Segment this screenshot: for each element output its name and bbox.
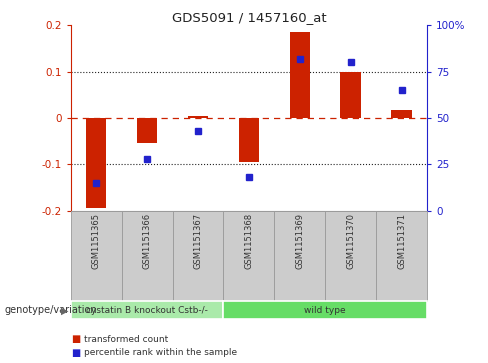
Bar <box>173 211 224 301</box>
Bar <box>71 211 122 301</box>
Bar <box>137 118 157 143</box>
Text: GSM1151370: GSM1151370 <box>346 213 355 269</box>
Text: GSM1151369: GSM1151369 <box>295 213 305 269</box>
Bar <box>188 116 208 118</box>
Text: GSM1151371: GSM1151371 <box>397 213 406 269</box>
Title: GDS5091 / 1457160_at: GDS5091 / 1457160_at <box>172 11 326 24</box>
Text: ■: ■ <box>71 348 80 358</box>
Bar <box>86 118 106 208</box>
Bar <box>274 211 325 301</box>
Text: cystatin B knockout Cstb-/-: cystatin B knockout Cstb-/- <box>86 306 208 315</box>
Text: transformed count: transformed count <box>84 335 169 344</box>
Text: GSM1151368: GSM1151368 <box>244 213 253 269</box>
Bar <box>391 110 412 118</box>
Bar <box>224 301 427 319</box>
Bar <box>289 32 310 118</box>
Bar <box>122 211 173 301</box>
Text: GSM1151365: GSM1151365 <box>92 213 101 269</box>
Bar <box>224 211 274 301</box>
Bar <box>239 118 259 162</box>
Text: ▶: ▶ <box>61 305 68 315</box>
Text: GSM1151367: GSM1151367 <box>193 213 203 269</box>
Bar <box>341 72 361 118</box>
Text: percentile rank within the sample: percentile rank within the sample <box>84 348 238 357</box>
Text: GSM1151366: GSM1151366 <box>142 213 152 269</box>
Bar <box>71 301 224 319</box>
Text: ■: ■ <box>71 334 80 344</box>
Bar <box>376 211 427 301</box>
Bar <box>325 211 376 301</box>
Text: genotype/variation: genotype/variation <box>5 305 98 315</box>
Text: wild type: wild type <box>305 306 346 315</box>
